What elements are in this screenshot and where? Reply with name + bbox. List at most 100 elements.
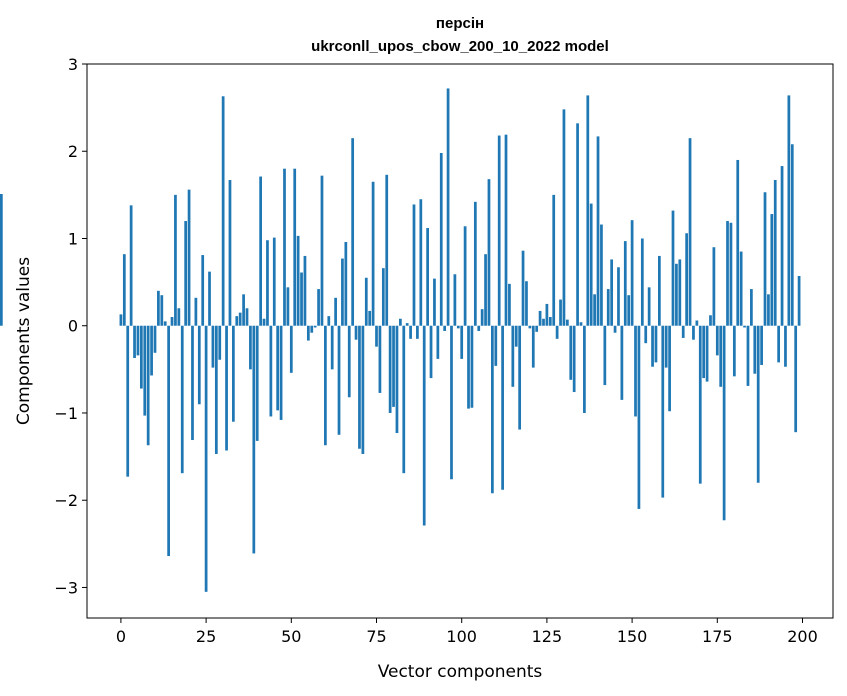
x-axis-ticks: 0 25 50 75 100 125 150 175 200 [116, 618, 818, 646]
bar [153, 325, 157, 353]
bar [163, 321, 167, 326]
bar [726, 221, 729, 326]
bar [405, 323, 409, 326]
bar [514, 325, 518, 347]
bar [572, 325, 576, 393]
bar [259, 176, 262, 326]
bar [739, 251, 743, 326]
bar [129, 205, 133, 326]
plot-frame [86, 63, 834, 619]
bar [654, 325, 658, 363]
bar [606, 289, 610, 326]
x-tick-label: 0 [116, 627, 126, 646]
bar [266, 240, 269, 326]
bar [644, 325, 648, 344]
bar [640, 238, 644, 326]
bar [487, 179, 491, 326]
bar [702, 325, 706, 379]
x-tick-label: 100 [446, 627, 477, 646]
bar [174, 194, 177, 326]
bar [565, 319, 569, 326]
bar [528, 325, 532, 329]
bar [235, 316, 239, 326]
bar [170, 317, 174, 326]
bar [504, 134, 508, 326]
bar [685, 233, 688, 326]
bar [480, 309, 484, 326]
x-tick-label: 150 [617, 627, 648, 646]
bar [695, 320, 699, 326]
x-tick-label: 25 [196, 627, 216, 646]
bar [385, 174, 389, 326]
bar [596, 136, 600, 326]
bar-series [0, 88, 801, 592]
bar [208, 271, 211, 326]
bar [276, 325, 280, 411]
bar [313, 325, 317, 328]
bar [688, 138, 692, 326]
y-axis-label: Components values [14, 257, 34, 425]
bar [456, 325, 460, 329]
x-tick-label: 50 [281, 627, 301, 646]
bar [122, 254, 126, 326]
bar [583, 325, 586, 413]
bar [354, 325, 358, 340]
bar [712, 247, 716, 326]
bar [426, 228, 429, 326]
bar [139, 325, 143, 389]
bar [146, 325, 150, 446]
bar [269, 325, 273, 417]
bar [681, 325, 685, 338]
bar [780, 166, 784, 326]
bar [548, 317, 552, 326]
bar [358, 325, 361, 449]
bar [610, 259, 614, 326]
bar [150, 325, 153, 376]
chart-subtitle: ukrconll_upos_cbow_200_10_2022 model [311, 38, 609, 55]
bar [228, 180, 232, 326]
bar [416, 325, 419, 339]
bar [753, 325, 757, 374]
bar [214, 325, 218, 454]
bar [698, 325, 702, 484]
bar [647, 287, 651, 326]
bar [634, 325, 637, 417]
bar [535, 325, 539, 332]
bar [119, 314, 123, 326]
bar [194, 297, 198, 326]
bar [262, 318, 266, 326]
bar [750, 289, 753, 326]
bar [603, 325, 607, 386]
bar [760, 325, 763, 365]
bar [143, 325, 147, 416]
bar [303, 255, 307, 326]
bar [286, 287, 290, 326]
bar [327, 316, 331, 326]
bar [497, 135, 501, 326]
bar [620, 325, 624, 400]
bar [191, 325, 194, 441]
bar [272, 237, 276, 326]
bar [232, 325, 235, 422]
bar [371, 181, 375, 326]
bar [715, 325, 719, 356]
bar [392, 325, 395, 407]
bar [221, 96, 225, 326]
bar [334, 297, 337, 326]
bar [160, 295, 164, 326]
bar [746, 325, 750, 386]
x-axis-label: Vector components [378, 662, 543, 682]
bar [395, 325, 399, 434]
bar [467, 325, 470, 409]
bar [484, 254, 487, 326]
bar [252, 325, 256, 554]
bar [743, 325, 746, 328]
bar [473, 201, 477, 326]
bar [364, 277, 368, 326]
bar [238, 312, 242, 326]
bar [283, 168, 286, 326]
bar [477, 325, 481, 331]
bar [388, 325, 392, 413]
bar [361, 325, 365, 454]
